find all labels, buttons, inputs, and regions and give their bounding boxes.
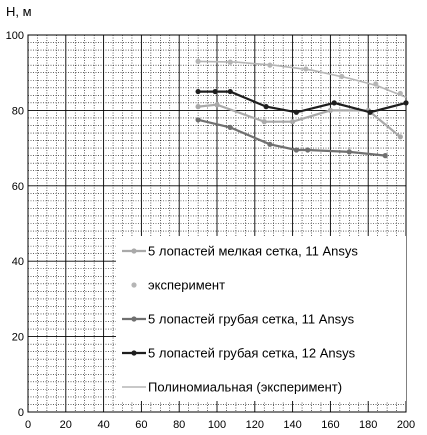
x-tick-label: 100 — [208, 419, 226, 431]
data-point — [195, 88, 201, 95]
legend-box — [116, 236, 406, 401]
data-point — [327, 107, 333, 113]
series-line — [198, 60, 407, 98]
series-3 — [195, 117, 388, 159]
data-point — [290, 119, 296, 125]
legend-label: 5 лопастей грубая сетка, 12 Ansys — [148, 346, 356, 361]
series-layer — [195, 58, 409, 159]
legend-item: эксперимент — [131, 278, 225, 293]
legend-item: Полиномиальная (эксперимент) — [122, 380, 342, 395]
data-point — [305, 147, 311, 153]
legend-item: 5 лопастей грубая сетка, 12 Ansys — [122, 346, 356, 361]
data-point — [331, 100, 337, 106]
data-point — [397, 134, 403, 140]
data-point — [214, 102, 220, 108]
data-point — [382, 153, 388, 159]
axes — [27, 34, 407, 413]
legend-label: эксперимент — [148, 278, 225, 293]
data-point — [227, 124, 233, 130]
y-tick-label: 80 — [12, 105, 24, 117]
data-point — [195, 104, 201, 110]
legend-item: 5 лопастей мелкая сетка, 11 Ansys — [122, 244, 358, 259]
legend-marker — [131, 350, 137, 356]
x-tick-label: 40 — [97, 419, 109, 431]
x-tick-label: 20 — [60, 419, 72, 431]
x-tick-label: 0 — [25, 419, 31, 431]
legend-marker — [131, 316, 137, 322]
data-point — [346, 149, 352, 155]
data-point — [367, 109, 373, 115]
data-point — [195, 117, 201, 123]
legend-marker — [131, 282, 137, 288]
legend: 5 лопастей мелкая сетка, 11 Ansys экспери… — [116, 236, 406, 401]
data-point — [227, 88, 233, 95]
legend-label: 5 лопастей грубая сетка, 11 Ansys — [148, 312, 355, 327]
x-tick-label: 80 — [173, 419, 185, 431]
series-5 — [198, 60, 407, 98]
y-tick-label: 40 — [12, 256, 24, 268]
x-tick-label: 140 — [283, 419, 301, 431]
data-point — [261, 119, 267, 125]
x-tick-label: 160 — [321, 419, 339, 431]
x-tick-label: 200 — [397, 419, 415, 431]
tick-labels: 0 20 40 60 80 100 0 20 40 60 80 100 120 140 160 180 200 — [6, 30, 416, 431]
data-point — [267, 141, 273, 147]
data-point — [195, 58, 201, 64]
plot-frame — [27, 34, 407, 413]
data-point — [263, 104, 269, 110]
data-point — [212, 88, 218, 95]
legend-label: 5 лопастей мелкая сетка, 11 Ansys — [148, 244, 358, 259]
data-point — [293, 147, 299, 153]
legend-item: 5 лопастей грубая сетка, 11 Ansys — [122, 312, 355, 327]
data-point — [293, 109, 299, 115]
y-tick-label: 0 — [18, 407, 24, 419]
legend-marker — [131, 248, 137, 254]
x-tick-label: 120 — [246, 419, 264, 431]
data-point — [403, 100, 409, 106]
y-tick-label: 100 — [6, 30, 24, 42]
x-tick-label: 60 — [135, 419, 147, 431]
y-tick-label: 20 — [12, 332, 24, 344]
y-axis-label: H, м — [6, 4, 32, 19]
y-tick-label: 60 — [12, 181, 24, 193]
x-tick-label: 180 — [359, 419, 377, 431]
series-4 — [195, 88, 409, 115]
legend-label: Полиномиальная (эксперимент) — [148, 380, 342, 395]
